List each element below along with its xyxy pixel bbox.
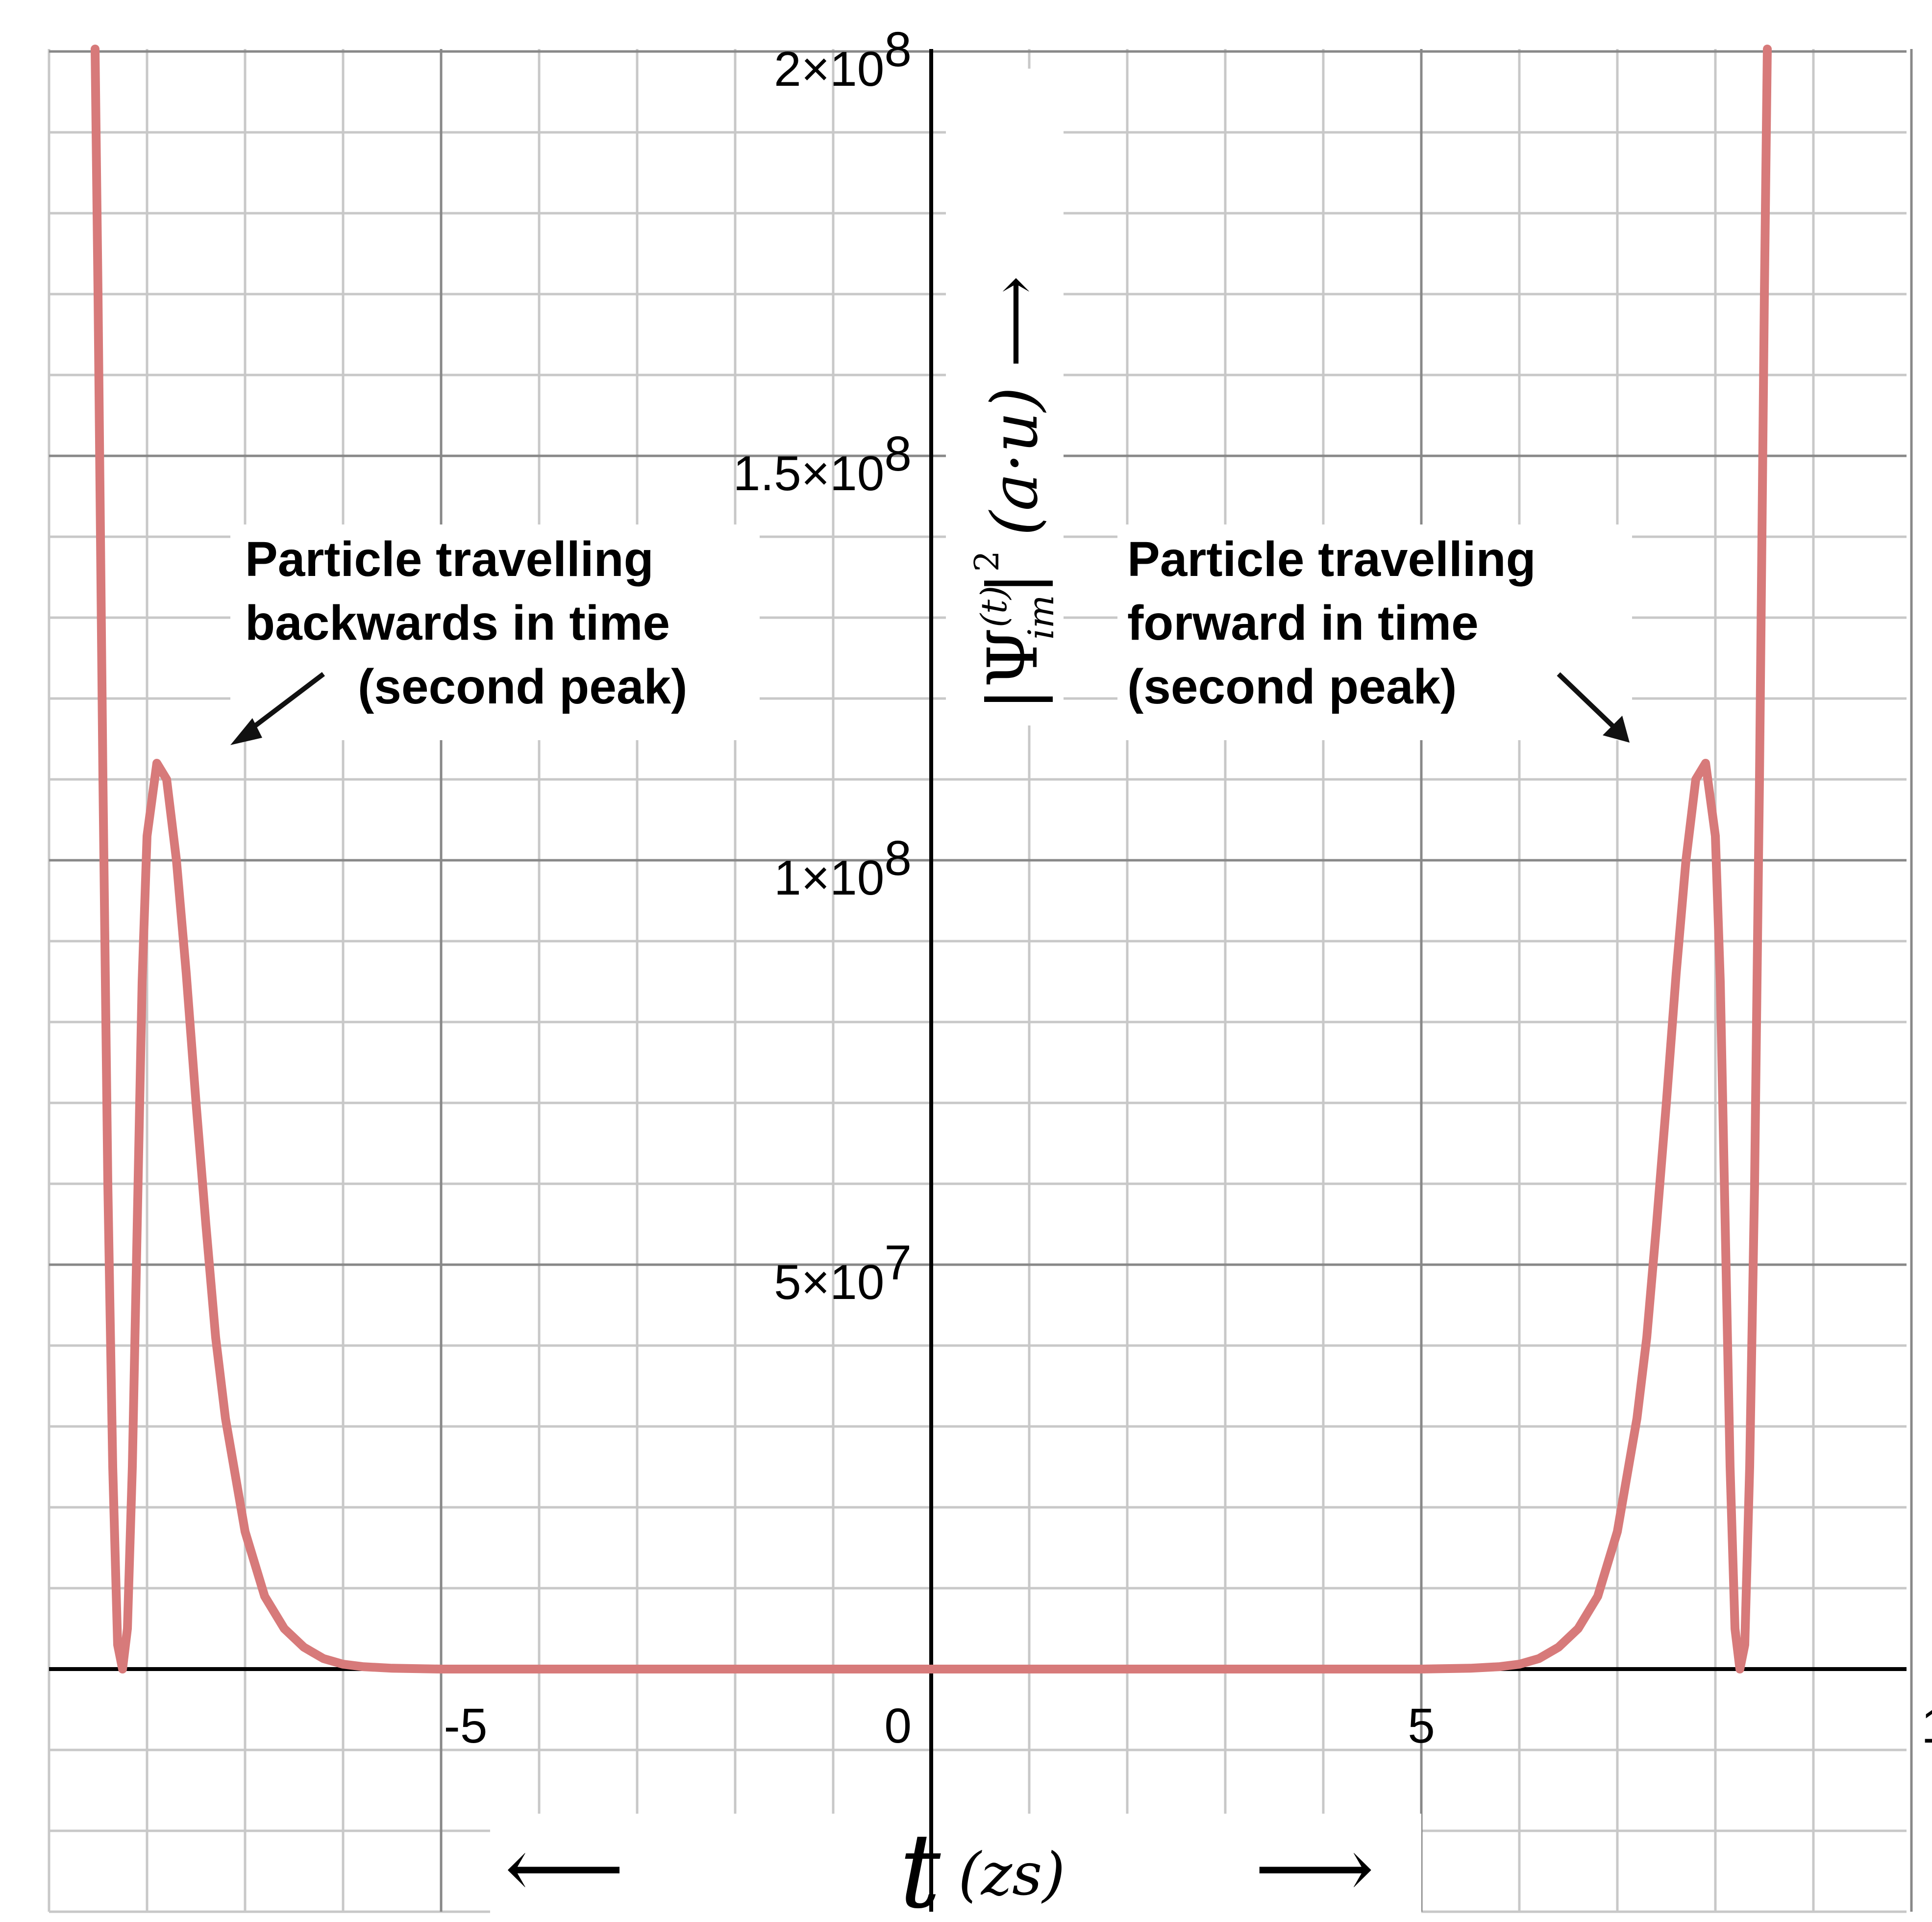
annotation-forward-line-2: forward in time [1127,596,1479,650]
annotation-backward-arrow [241,672,325,737]
annotation-backward-line-2: backwards in time [245,596,670,650]
annotation-backward: Particle travelling backwards in time (s… [230,532,687,745]
x-axis-label-main: t [899,1811,941,1922]
annotation-forward-arrowhead [1603,716,1630,743]
x-axis-right-arrow: ⟶ [1255,1820,1374,1917]
annotation-backward-line-3: (second peak) [358,659,687,714]
x-axis-left-arrow: ⟵ [505,1820,624,1917]
x-tick-label: -5 [444,1698,488,1753]
annotation-backward-arrowhead [230,718,262,745]
y-tick-labels: 5×107 1×108 1.5×108 2×108 [733,22,912,1310]
x-tick-labels: -5 0 5 10 [444,1698,1932,1753]
y-tick-label: 1×108 [774,831,912,905]
annotation-right-bg [1117,524,1632,740]
x-tick-label: 0 [884,1698,912,1753]
y-axis-label-bg [946,69,1064,725]
annotation-forward-line-3: (second peak) [1127,659,1457,714]
x-axis-label-unit: (zs) [958,1841,1065,1909]
series-line [91,45,1772,1673]
annotation-forward-arrow [1557,672,1619,732]
y-tick-label: 5×107 [774,1235,912,1310]
annotation-forward-line-1: Particle travelling [1127,532,1536,587]
y-tick-label: 2×108 [774,22,912,97]
annotation-forward: Particle travelling forward in time (sec… [1127,532,1630,743]
x-tick-label: 5 [1408,1698,1435,1753]
y-axis-label: |Ψ(t) im|2(a·u)⟶ [968,276,1062,711]
y-axis-label-main: |Ψ(t) im|2(a·u)⟶ [968,276,1062,711]
x-tick-label: 10 [1921,1698,1932,1753]
y-tick-label: 1.5×108 [733,426,912,501]
x-axis-label-bg [490,1814,1421,1922]
annotation-backward-line-1: Particle travelling [245,532,654,587]
annotation-left-bg [230,524,760,740]
